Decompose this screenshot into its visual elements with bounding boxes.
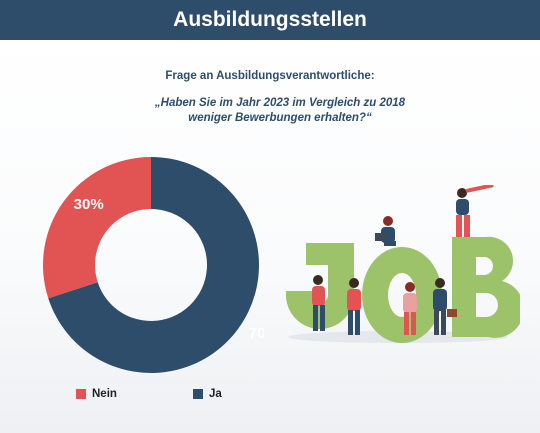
question-line-1: „Haben Sie im Jahr 2023 im Vergleich zu … <box>154 97 406 109</box>
question-text: „Haben Sie im Jahr 2023 im Vergleich zu … <box>150 96 410 126</box>
legend-item-ja: Ja <box>193 388 222 400</box>
question-line-2: weniger Bewerbungen erhalten?“ <box>188 112 372 124</box>
job-illustration <box>286 185 520 343</box>
letter-b <box>452 236 520 338</box>
donut-chart: 30% 70% <box>42 157 264 373</box>
donut-label-ja: 70% <box>249 325 264 342</box>
donut-slice-ja <box>48 157 260 373</box>
legend-swatch-ja <box>193 389 203 399</box>
person-standing-1 <box>347 278 361 335</box>
letter-j <box>286 243 354 329</box>
person-with-telescope <box>456 185 494 237</box>
legend-label-ja: Ja <box>209 388 222 400</box>
person-with-briefcase <box>433 278 457 335</box>
legend-item-nein: Nein <box>76 388 117 400</box>
donut-label-nein: 30% <box>74 196 104 213</box>
page-header: Ausbildungsstellen <box>0 0 540 40</box>
person-standing-2 <box>403 282 417 335</box>
person-with-laptop <box>375 216 396 246</box>
question-label: Frage an Ausbildungsverantwortliche: <box>165 70 375 82</box>
donut-slice-nein <box>42 157 151 299</box>
person-on-j <box>312 275 325 331</box>
page-title: Ausbildungsstellen <box>173 8 367 31</box>
legend-label-nein: Nein <box>92 388 117 400</box>
letter-o <box>362 247 442 343</box>
legend-swatch-nein <box>76 389 86 399</box>
